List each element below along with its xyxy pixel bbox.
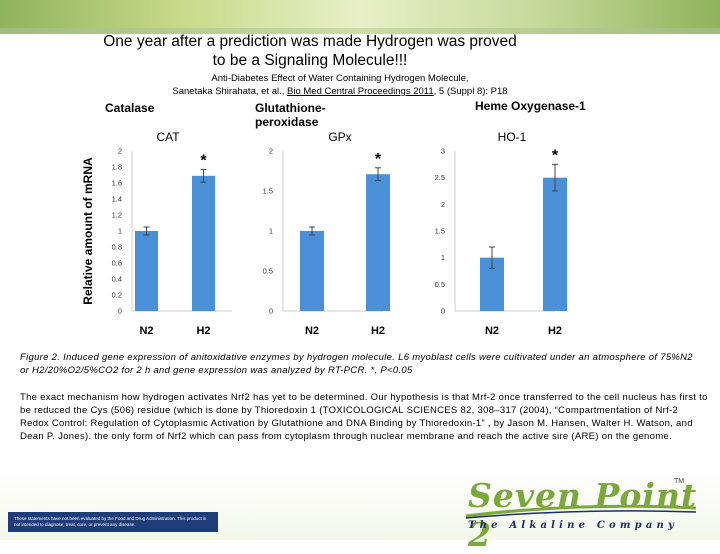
source-authors: Sanetaka Shirahata, et al.,	[172, 86, 285, 97]
header-strip	[0, 28, 720, 34]
fda-disclaimer: These statements have not been evaluated…	[8, 512, 218, 532]
source-journal-link[interactable]: Bio Med Central Proceedings 2011	[287, 86, 434, 97]
logo-trademark: TM	[674, 478, 685, 485]
chart-0-title: CAT	[156, 130, 180, 144]
bar-charts: CAT 0 0.2 0.4 0.6 0.8 1 1.2 1.4 1.6 1.8 2 N2 * H2 Relat…	[81, 130, 567, 337]
chart-1-bar-1	[366, 174, 390, 311]
chart-2-category-0: N2	[485, 325, 499, 337]
chart-0-bar-0	[135, 231, 158, 311]
chart-1-title: GPx	[328, 130, 351, 144]
chart-0-ylabel: Relative amount of mRNA	[81, 157, 95, 305]
source-line-1: Anti-Diabetes Effect of Water Containing…	[211, 73, 469, 84]
chart-1-ytick-4: 2	[269, 147, 273, 156]
chart-1-significance-1: *	[375, 151, 382, 168]
chart-1-category-1: H2	[371, 325, 385, 337]
chart-0-ytick-9: 1.8	[112, 163, 122, 172]
panel-title-glutathione: Glutathione-peroxidase	[255, 101, 326, 129]
source-line-2: Sanetaka Shirahata, et al., Bio Med Cent…	[150, 85, 530, 98]
chart-0-category-0: N2	[139, 325, 153, 337]
panel-title-heme: Heme Oxygenase-1	[475, 99, 586, 113]
chart-1-ytick-3: 1.5	[263, 187, 273, 196]
chart-0-ytick-1: 0.2	[112, 291, 122, 300]
chart-1-ytick-1: 0.5	[263, 267, 273, 276]
chart-0-ytick-6: 1.2	[112, 211, 122, 220]
logo-tagline: The Alkaline Company	[468, 520, 678, 531]
chart-2-ytick-0: 0	[441, 307, 445, 316]
chart-2-title: HO-1	[498, 130, 527, 144]
chart-0-bar-1	[192, 175, 215, 311]
chart-0-ytick-0: 0	[118, 307, 122, 316]
chart-2-ytick-1: 0.5	[435, 280, 445, 289]
chart-0-ytick-7: 1.4	[112, 195, 122, 204]
chart-2-ytick-6: 3	[441, 147, 445, 156]
header-banner	[0, 0, 720, 28]
chart-0-significance-1: *	[200, 152, 207, 169]
chart-2-bar-1	[543, 177, 567, 311]
chart-1-category-0: N2	[305, 325, 319, 337]
slide-title: One year after a prediction was made Hyd…	[103, 33, 517, 69]
sevenpoint2-logo[interactable]: Seven Point 2 TM The Alkaline Company	[460, 472, 710, 554]
chart-0-ytick-8: 1.6	[112, 179, 122, 188]
chart-0-ytick-3: 0.6	[112, 259, 122, 268]
chart-0-ytick-10: 2	[118, 147, 122, 156]
figure-caption: Figure 2. Induced gene expression of ani…	[20, 352, 693, 376]
chart-0-ytick-5: 1	[118, 227, 122, 236]
chart-2-ytick-3: 1.5	[435, 227, 445, 236]
source-volume: , 5 (Suppl 8): P18	[433, 86, 508, 97]
panel-title-catalase: Catalase	[105, 101, 155, 115]
chart-0-category-1: H2	[196, 325, 210, 337]
chart-2-ytick-4: 2	[441, 200, 445, 209]
chart-2-significance-1: *	[552, 147, 559, 164]
chart-0-ytick-2: 0.4	[112, 275, 122, 284]
chart-2-ytick-5: 2.5	[435, 173, 445, 182]
body-text: The exact mechanism how hydrogen activat…	[20, 392, 708, 442]
chart-1-ytick-2: 1	[269, 227, 273, 236]
logo-wordmark: Seven Point 2	[468, 476, 698, 554]
logo-swoosh-icon	[465, 504, 697, 519]
chart-1-bar-0	[300, 231, 324, 311]
chart-2-category-1: H2	[548, 325, 562, 337]
source-citation: Anti-Diabetes Effect of Water Containing…	[150, 72, 530, 98]
chart-1-ytick-0: 0	[269, 307, 273, 316]
chart-0-ytick-4: 0.8	[112, 243, 122, 252]
chart-2-ytick-2: 1	[441, 253, 445, 262]
